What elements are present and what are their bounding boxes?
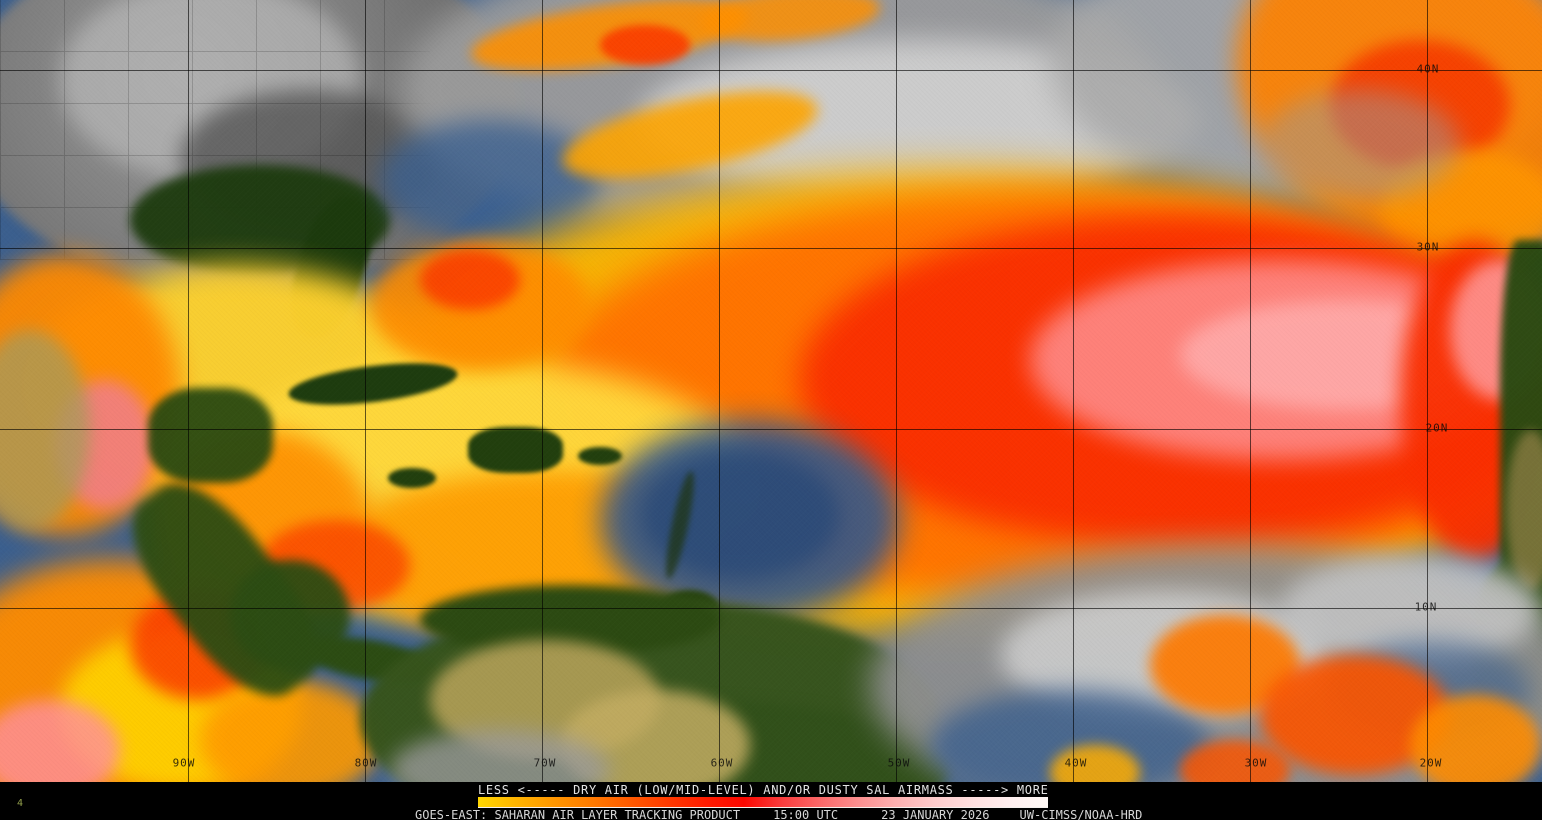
- jamaica-island: [388, 468, 436, 488]
- dust-speck-red-top: [600, 25, 690, 65]
- puerto-rico-island: [578, 447, 622, 465]
- product-date: 23 JANUARY 2026: [881, 808, 990, 820]
- product-source: GOES-EAST: SAHARAN AIR LAYER TRACKING PR…: [415, 808, 741, 820]
- satellite-map: 40N 30N 20N 10N 90W 80W 70W 60W 50W 40W 30W 20W: [0, 0, 1542, 782]
- atlantic-blue-gap-north: [380, 120, 600, 240]
- tropical-dust-blob-3: [1410, 695, 1540, 782]
- tropical-dust-blob-5: [1180, 740, 1290, 782]
- caption-bar: LESS <----- DRY AIR (LOW/MID-LEVEL) AND/…: [0, 782, 1542, 820]
- tropical-dust-blob-4: [1050, 745, 1140, 782]
- sal-colorbar: [478, 797, 1048, 808]
- florida-east-red-spot: [420, 250, 520, 310]
- product-credit: UW-CIMSS/NOAA-HRD: [1019, 808, 1143, 820]
- product-caption: GOES-EAST: SAHARAN AIR LAYER TRACKING PR…: [415, 809, 1142, 820]
- satellite-noise-texture: [0, 0, 1542, 782]
- corner-mark: 4: [17, 798, 24, 809]
- pacific-dust-orange-2: [200, 680, 380, 782]
- hispaniola-island: [468, 427, 563, 473]
- product-time: 15:00 UTC: [773, 808, 839, 820]
- africa-terrain-tan: [1506, 430, 1542, 590]
- colorbar-scale-label: LESS <----- DRY AIR (LOW/MID-LEVEL) AND/…: [478, 783, 1049, 797]
- yucatan-peninsula: [148, 388, 273, 483]
- cloud-gap-top-right: [1260, 90, 1460, 200]
